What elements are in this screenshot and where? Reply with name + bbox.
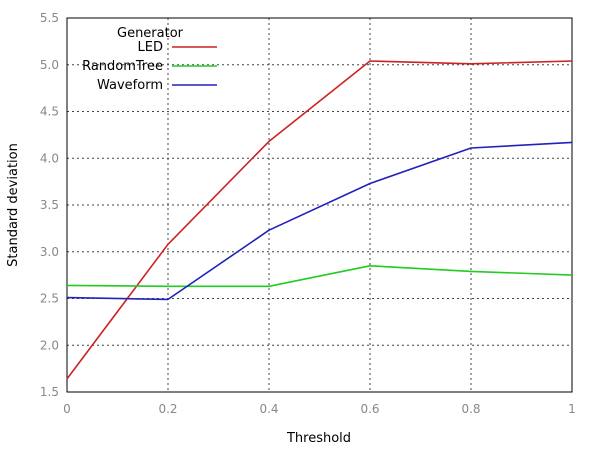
grid: [67, 18, 572, 392]
x-tick-label: 0.8: [461, 402, 480, 416]
y-tick-label: 5.5: [40, 11, 59, 25]
y-tick-label: 3.0: [40, 245, 59, 259]
tick-labels: 0 0.2 0.4 0.6 0.8 1 1.5 2.0 2.5 3.0 3.5 4.0 4.5 5.0 5.…: [40, 11, 576, 416]
series-line-led: [66, 60, 573, 380]
legend: Generator LED RandomTree Waveform: [82, 26, 217, 93]
x-tick-label: 0.6: [360, 402, 379, 416]
legend-title: Generator: [117, 26, 184, 41]
legend-entries: LED RandomTree Waveform: [82, 40, 217, 93]
y-tick-label: 1.5: [40, 385, 59, 399]
legend-label-led: LED: [138, 40, 163, 55]
y-tick-label: 4.5: [40, 105, 59, 119]
plot-frame: [66, 17, 573, 393]
y-tick-label: 4.0: [40, 151, 59, 165]
series-line-waveform: [66, 141, 573, 301]
series-lines: [66, 60, 573, 380]
x-axis-label: Threshold: [286, 431, 351, 446]
y-tick-label: 5.0: [40, 58, 59, 72]
y-tick-label: 2.5: [40, 292, 59, 306]
x-tick-label: 1: [568, 402, 576, 416]
legend-label-waveform: Waveform: [97, 78, 163, 93]
y-tick-label: 3.5: [40, 198, 59, 212]
y-tick-label: 2.0: [40, 338, 59, 352]
series-line-randomtree: [66, 264, 573, 288]
x-tick-label: 0: [63, 402, 71, 416]
x-tick-label: 0.4: [259, 402, 278, 416]
legend-label-randomtree: RandomTree: [82, 59, 163, 74]
x-tick-label: 0.2: [158, 402, 177, 416]
y-axis-label: Standard deviation: [6, 143, 21, 267]
